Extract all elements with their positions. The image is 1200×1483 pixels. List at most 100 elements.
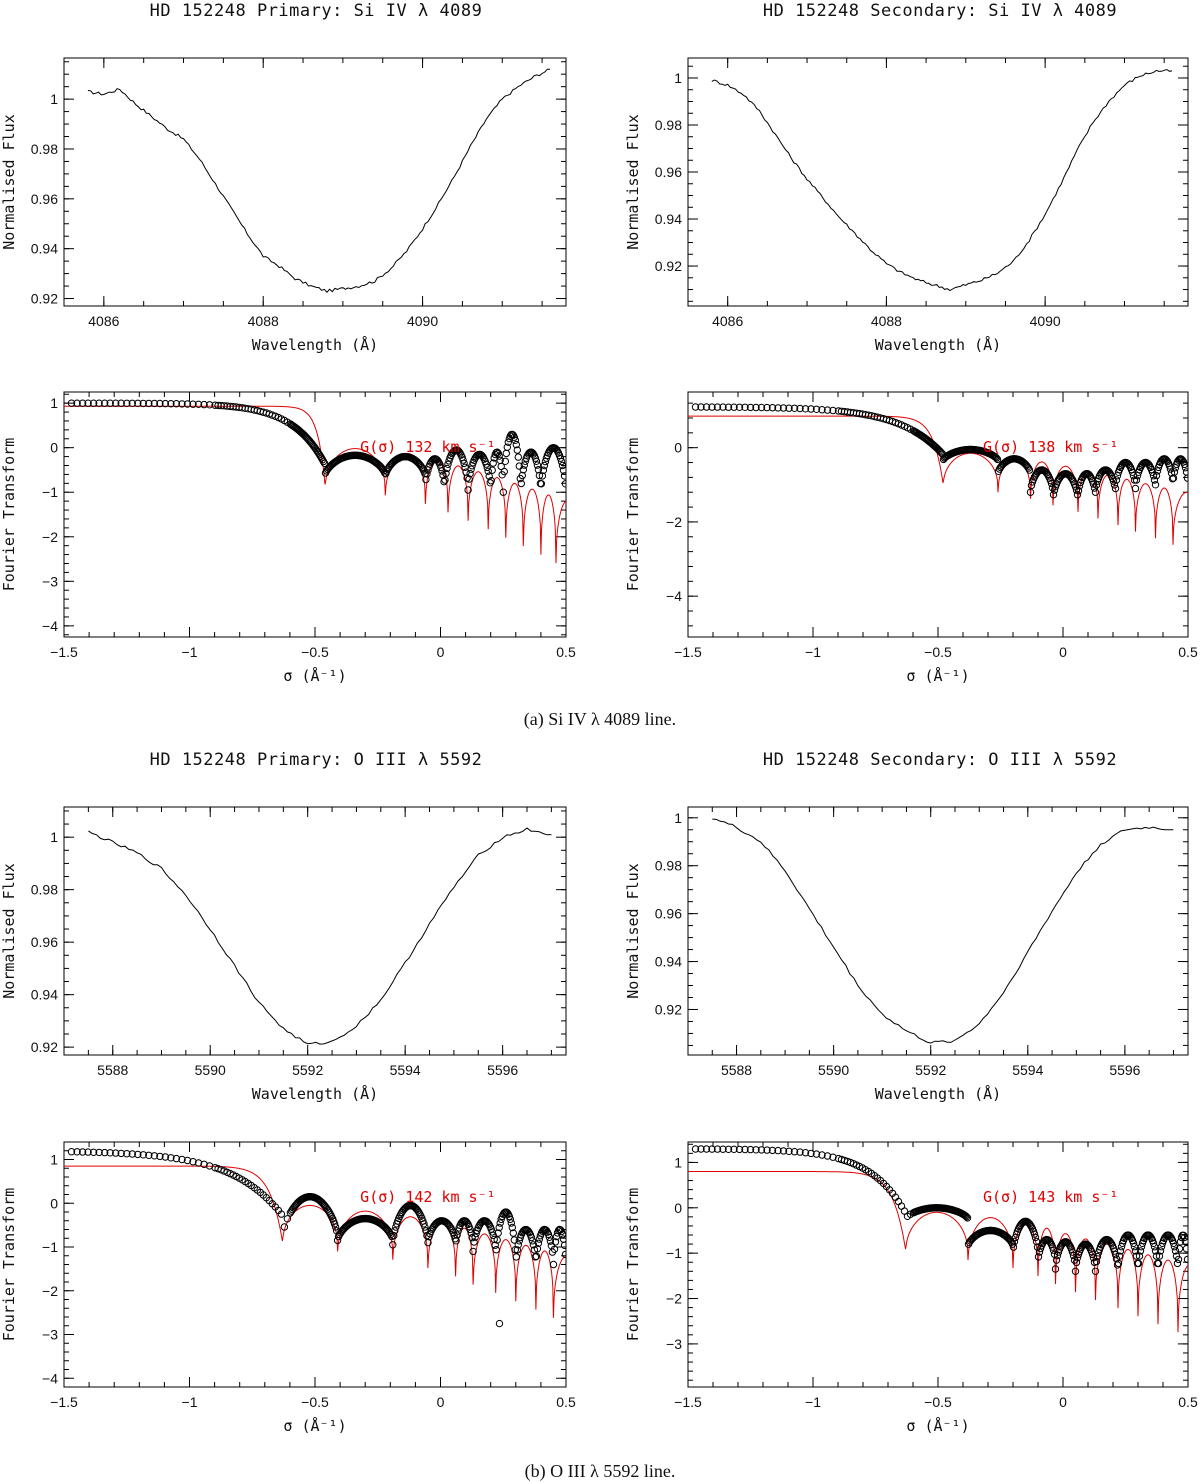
data-point [735,403,744,411]
data-point [156,399,164,408]
x-tick-label: 0 [437,1394,445,1410]
data-point [532,457,541,465]
panel-title: HD 152248 Secondary: O III λ 5592 [763,750,1117,770]
data-point [779,404,788,412]
data-point [444,460,452,468]
data-point [1150,1243,1159,1251]
data-point [283,1215,292,1223]
data-point [829,406,837,415]
data-point [150,1152,159,1160]
data-point [156,1152,164,1161]
data-point [1150,476,1159,484]
data-point [391,1227,399,1235]
data-point [1026,488,1035,496]
data-point [101,1148,109,1157]
y-tick-label: −3 [42,573,58,589]
data-point [415,1208,423,1217]
data-point [510,1236,518,1244]
data-point [172,400,181,408]
vsini-annotation: G(σ) 143 km s⁻¹ [983,1188,1118,1206]
data-point [506,432,514,440]
plot-frame [63,391,567,638]
data-point [277,1210,286,1218]
x-tick-label: 0 [437,644,445,660]
data-point [514,1241,522,1249]
y-tick-label: 0.94 [655,211,682,227]
data-point [280,1223,289,1231]
data-point [1146,1233,1155,1241]
x-tick-label: 5588 [721,1062,752,1078]
data-point [993,455,1002,464]
data-point [123,399,131,407]
data-point [519,466,527,474]
y-tick-label: 1 [50,1152,58,1168]
data-point [1182,1245,1188,1253]
data-point [545,1233,554,1242]
x-tick-label: 4086 [88,313,119,329]
data-point [1067,474,1076,482]
data-point [134,399,142,407]
data-point [1182,468,1188,476]
data-point [730,403,738,411]
y-tick-label: 0.92 [655,258,682,274]
data-point [1180,460,1188,469]
data-point [466,469,474,478]
data-point [1151,1247,1160,1255]
x-tick-label: 0 [1059,1394,1067,1410]
y-tick-label: 0.92 [31,291,58,307]
data-point [550,1245,559,1254]
data-point [499,488,507,496]
y-tick-label: 0.98 [31,882,58,898]
data-point [1151,481,1160,489]
data-point [1136,1247,1145,1255]
x-tick-label: −1 [805,644,821,660]
data-point [1111,1250,1120,1259]
data-point [513,446,521,454]
y-tick-label: 0.96 [31,191,58,207]
data-point [389,1241,397,1249]
data-point [495,1223,503,1232]
data-point [1129,1239,1138,1248]
data-point [167,400,175,408]
data-point [1152,1252,1161,1260]
data-point [84,1148,92,1156]
x-tick-label: 0.5 [1178,1394,1198,1410]
data-point [123,1150,131,1158]
data-point [1112,476,1121,484]
data-point [538,472,547,480]
data-point [691,403,700,411]
data-point [702,403,711,411]
si-primary-spectrum-panel: HD 152248 Primary: Si IV λ 4089 4086 4088… [0,1,567,354]
y-tick-label: 1 [674,810,682,826]
plot-area [64,399,566,564]
data-point [823,1152,832,1160]
data-point [117,1149,125,1158]
data-point [757,403,766,412]
data-point [503,1209,511,1217]
data-point [139,399,148,408]
data-point [1181,464,1188,472]
data-point [741,1145,749,1154]
x-axis-label: σ (Å⁻¹) [906,666,969,685]
data-point [470,1238,478,1246]
panel-title: HD 152248 Primary: O III λ 5592 [150,750,483,770]
data-point [506,1215,514,1224]
data-point [1145,461,1154,470]
data-point [418,463,426,472]
caption-a: (a) Si IV λ 4089 line. [524,709,676,730]
x-tick-label: 0 [1059,644,1067,660]
spectrum-line [88,827,552,1045]
x-axis-label: Wavelength (Å) [875,1084,1001,1103]
data-point [730,1145,738,1154]
data-point [559,466,566,474]
data-point [134,1150,142,1159]
x-axis-label: σ (Å⁻¹) [283,1416,346,1435]
data-point [1183,1255,1188,1264]
data-point [189,1158,197,1166]
data-point [482,460,490,468]
y-tick-label: −2 [666,514,682,530]
data-point [507,1219,515,1227]
data-point [442,469,450,478]
data-point [540,461,549,470]
